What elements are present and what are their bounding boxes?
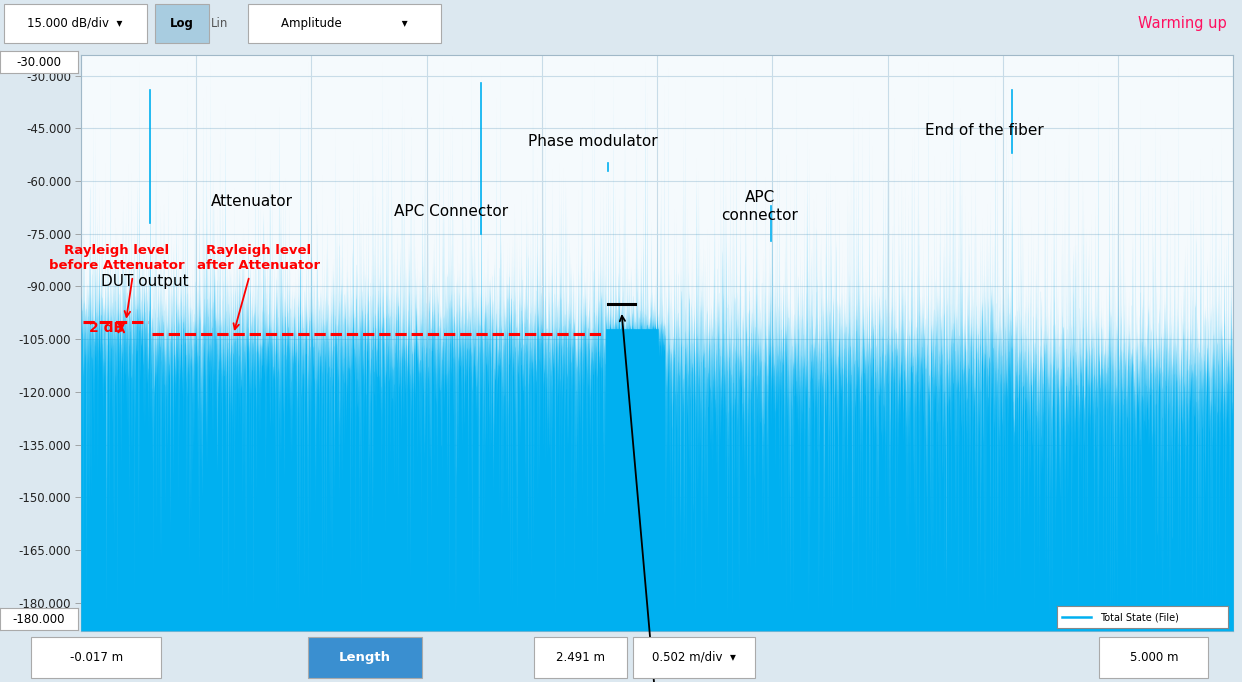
FancyBboxPatch shape	[1099, 637, 1208, 678]
Text: 2.491 m: 2.491 m	[556, 651, 605, 664]
Text: Attenuator: Attenuator	[211, 194, 293, 209]
FancyBboxPatch shape	[534, 637, 627, 678]
Text: -30.000: -30.000	[16, 55, 62, 69]
Text: Rayleigh level
before Attenuator: Rayleigh level before Attenuator	[48, 244, 185, 272]
Text: Amplitude                ▾: Amplitude ▾	[282, 16, 407, 30]
Text: Total State (File): Total State (File)	[1099, 612, 1179, 622]
Text: APC
connector: APC connector	[722, 190, 799, 223]
Text: APC Connector: APC Connector	[394, 204, 508, 219]
Text: End of the fiber: End of the fiber	[925, 123, 1043, 138]
Text: Rayleigh level
after Attenuator: Rayleigh level after Attenuator	[197, 244, 320, 272]
FancyBboxPatch shape	[31, 637, 161, 678]
Text: Lin: Lin	[211, 16, 229, 30]
Text: DUT output: DUT output	[101, 274, 189, 289]
FancyBboxPatch shape	[4, 3, 147, 43]
Text: -180.000: -180.000	[12, 612, 66, 626]
Text: 2 dB: 2 dB	[89, 321, 124, 335]
Text: 15.000 dB/div  ▾: 15.000 dB/div ▾	[27, 16, 123, 30]
FancyBboxPatch shape	[248, 3, 441, 43]
Text: -0.017 m: -0.017 m	[70, 651, 123, 664]
FancyBboxPatch shape	[308, 637, 422, 678]
Text: 5.000 m: 5.000 m	[1129, 651, 1179, 664]
FancyBboxPatch shape	[633, 637, 755, 678]
Text: Length: Length	[339, 651, 391, 664]
Text: Warming up: Warming up	[1139, 16, 1227, 31]
FancyBboxPatch shape	[155, 3, 209, 43]
Text: Rayleigh level in the waveguide
of the semi-conductor modulator: Rayleigh level in the waveguide of the s…	[575, 316, 795, 682]
Text: Log: Log	[170, 16, 194, 30]
Text: 0.502 m/div  ▾: 0.502 m/div ▾	[652, 651, 737, 664]
Text: Phase modulator: Phase modulator	[528, 134, 658, 149]
